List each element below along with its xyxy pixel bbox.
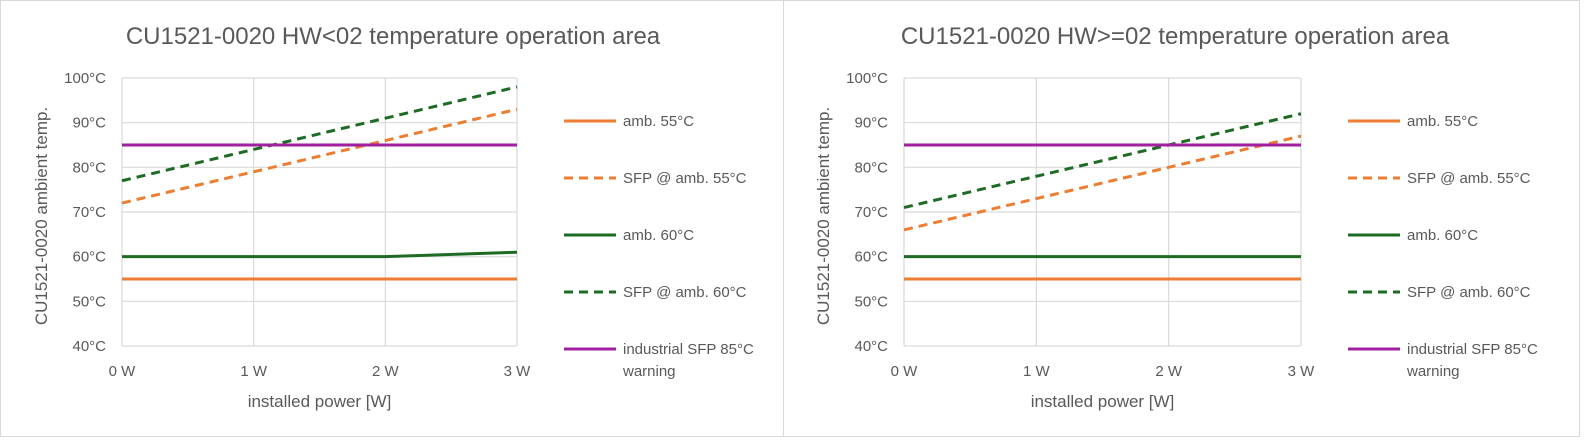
legend-label: SFP @ amb. 55°C: [1407, 170, 1531, 187]
legend-label: amb. 55°C: [623, 113, 694, 130]
x-tick-label: 0 W: [891, 363, 919, 380]
y-tick-label: 70°C: [72, 204, 106, 221]
x-tick-label: 3 W: [504, 363, 532, 380]
y-axis-label: CU1521-0020 ambient temp.: [32, 107, 51, 325]
series-line-amb-60-c: [122, 250, 518, 259]
series-line-sfp-amb-55-c: [903, 134, 1302, 232]
x-tick-label: 2 W: [1155, 363, 1183, 380]
y-tick-label: 80°C: [72, 159, 106, 176]
legend-label-line: warning: [622, 363, 676, 380]
x-tick-label: 1 W: [1023, 363, 1051, 380]
x-tick-label: 2 W: [372, 363, 400, 380]
y-tick-label: 80°C: [854, 159, 888, 176]
x-axis-label: installed power [W]: [1031, 392, 1175, 411]
legend-label: industrial SFP 85°C warning: [1406, 341, 1538, 380]
legend-label-line: industrial SFP 85°C: [1407, 341, 1538, 358]
y-tick-label: 90°C: [854, 115, 888, 132]
legend-label: amb. 60°C: [623, 227, 694, 244]
series-line-sfp-amb-55-c: [121, 107, 518, 205]
y-tick-label: 60°C: [854, 249, 888, 266]
y-tick-label: 70°C: [854, 204, 888, 221]
legend-label-line: industrial SFP 85°C: [623, 341, 754, 358]
series-line-sfp-amb-60-c: [121, 85, 518, 183]
x-tick-label: 1 W: [240, 363, 268, 380]
x-tick-label: 0 W: [109, 363, 137, 380]
series-line-sfp-amb-60-c: [903, 112, 1302, 209]
y-tick-label: 50°C: [72, 293, 106, 310]
y-tick-label: 100°C: [64, 70, 106, 87]
legend-label: SFP @ amb. 60°C: [1407, 284, 1531, 301]
y-tick-label: 60°C: [72, 249, 106, 266]
legend-label-line: warning: [1406, 363, 1460, 380]
y-tick-label: 40°C: [854, 338, 888, 355]
chart-title: CU1521-0020 HW>=02 temperature operation…: [901, 23, 1450, 50]
y-tick-label: 40°C: [72, 338, 106, 355]
y-axis-label: CU1521-0020 ambient temp.: [814, 107, 833, 325]
legend-label: amb. 60°C: [1407, 227, 1478, 244]
chart-panel-hw-ge-02: CU1521-0020 HW>=02 temperature operation…: [783, 0, 1580, 437]
y-tick-label: 100°C: [846, 70, 888, 87]
chart-svg: CU1521-0020 HW<02 temperature operation …: [32, 23, 754, 411]
y-tick-label: 90°C: [72, 115, 106, 132]
chart-svg: CU1521-0020 HW>=02 temperature operation…: [814, 23, 1538, 411]
x-tick-label: 3 W: [1288, 363, 1316, 380]
chart-title: CU1521-0020 HW<02 temperature operation …: [126, 23, 661, 50]
chart-panel-hw-lt-02: CU1521-0020 HW<02 temperature operation …: [0, 0, 784, 437]
y-tick-label: 50°C: [854, 293, 888, 310]
legend-label: amb. 55°C: [1407, 113, 1478, 130]
legend-label: SFP @ amb. 60°C: [623, 284, 747, 301]
legend-label: SFP @ amb. 55°C: [623, 170, 747, 187]
x-axis-label: installed power [W]: [248, 392, 392, 411]
legend-label: industrial SFP 85°C warning: [622, 341, 754, 380]
